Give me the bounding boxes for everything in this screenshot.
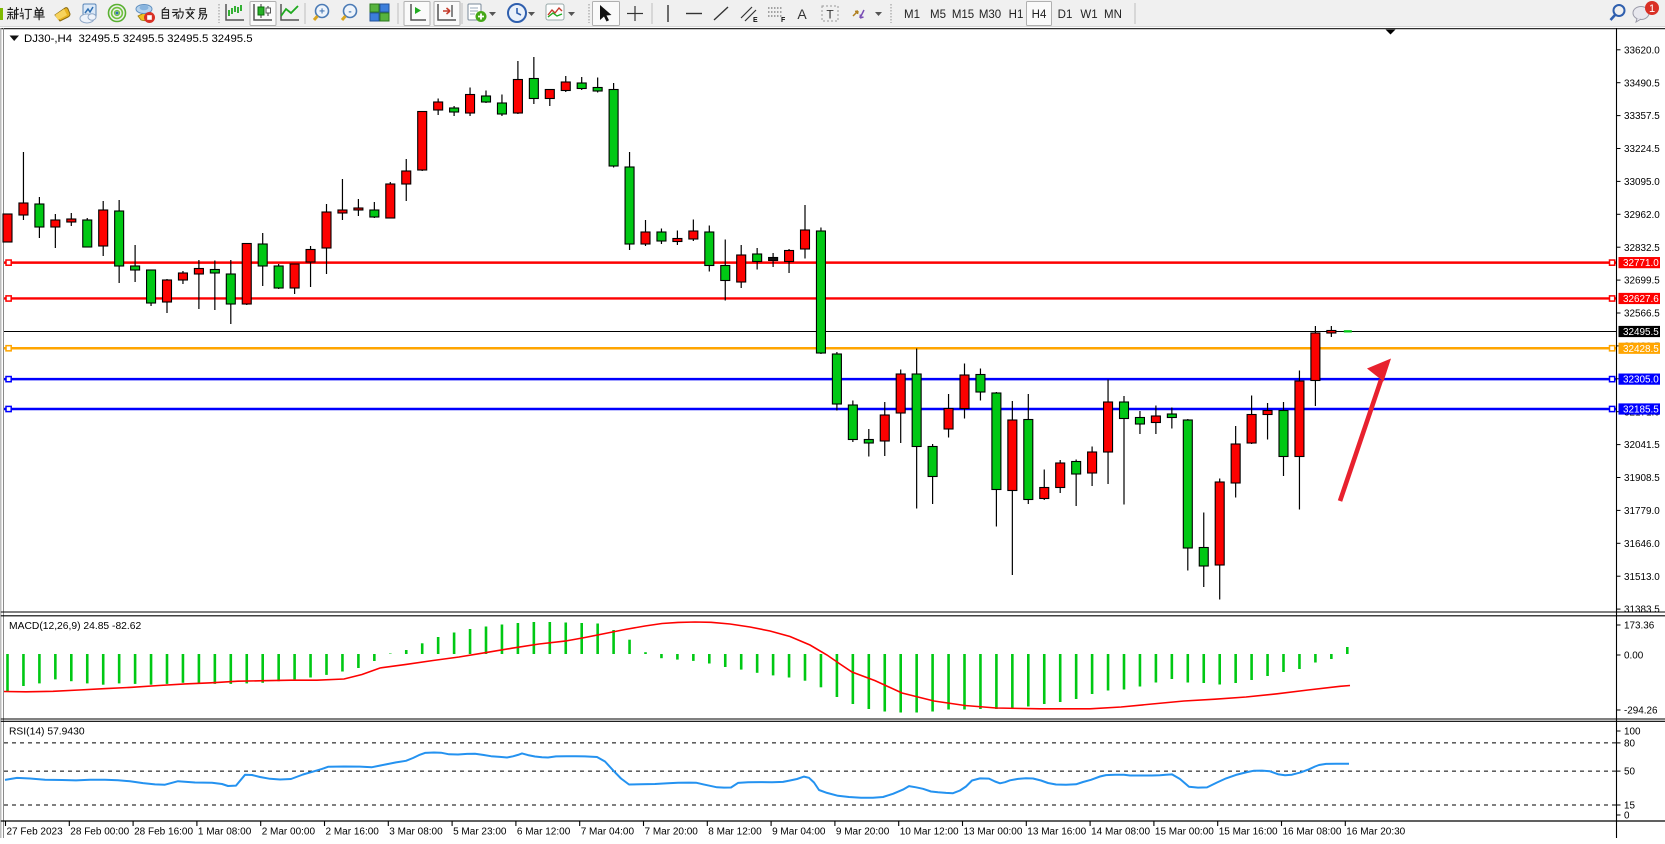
svg-text:7 Mar 20:00: 7 Mar 20:00 xyxy=(645,827,699,838)
svg-text:0: 0 xyxy=(1624,811,1630,822)
svg-text:33357.5: 33357.5 xyxy=(1624,111,1660,122)
svg-text:32305.0: 32305.0 xyxy=(1623,375,1659,386)
svg-text:28 Feb 00:00: 28 Feb 00:00 xyxy=(70,827,129,838)
svg-text:100: 100 xyxy=(1624,727,1641,738)
svg-text:9 Mar 20:00: 9 Mar 20:00 xyxy=(836,827,890,838)
svg-text:50: 50 xyxy=(1624,767,1635,778)
svg-text:10 Mar 12:00: 10 Mar 12:00 xyxy=(900,827,959,838)
svg-text:32566.5: 32566.5 xyxy=(1624,309,1660,320)
svg-text:33620.0: 33620.0 xyxy=(1624,45,1660,56)
svg-text:M5: M5 xyxy=(930,9,946,21)
svg-text:32495.5: 32495.5 xyxy=(1623,327,1659,338)
svg-text:32428.5: 32428.5 xyxy=(1623,344,1659,355)
svg-text:6 Mar 12:00: 6 Mar 12:00 xyxy=(517,827,571,838)
svg-text:A: A xyxy=(797,6,807,22)
svg-text:0.00: 0.00 xyxy=(1624,651,1644,662)
svg-text:9 Mar 04:00: 9 Mar 04:00 xyxy=(772,827,826,838)
svg-text:M30: M30 xyxy=(979,9,1001,21)
svg-text:2 Mar 00:00: 2 Mar 00:00 xyxy=(262,827,316,838)
svg-text:+: + xyxy=(319,7,325,18)
svg-text:13 Mar 16:00: 13 Mar 16:00 xyxy=(1027,827,1086,838)
svg-text:27 Feb 2023: 27 Feb 2023 xyxy=(7,827,64,838)
svg-text:173.36: 173.36 xyxy=(1624,621,1655,632)
svg-text:16 Mar 20:30: 16 Mar 20:30 xyxy=(1346,827,1405,838)
svg-text:RSI(14) 57.9430: RSI(14) 57.9430 xyxy=(9,727,85,738)
svg-text:DJ30-,H4 32495.5 32495.5 3249: DJ30-,H4 32495.5 32495.5 32495.5 32495.5 xyxy=(24,33,253,45)
svg-text:M1: M1 xyxy=(904,9,920,21)
svg-text:-: - xyxy=(348,7,351,18)
svg-text:MN: MN xyxy=(1104,9,1122,21)
svg-text:E: E xyxy=(753,17,758,24)
svg-text:15 Mar 00:00: 15 Mar 00:00 xyxy=(1155,827,1214,838)
svg-text:33224.5: 33224.5 xyxy=(1624,144,1660,155)
svg-text:F: F xyxy=(781,17,786,24)
svg-text:32627.6: 32627.6 xyxy=(1623,294,1659,305)
svg-text:W1: W1 xyxy=(1080,9,1097,21)
svg-text:T: T xyxy=(826,8,834,22)
svg-text:32832.5: 32832.5 xyxy=(1624,243,1660,254)
svg-text:7 Mar 04:00: 7 Mar 04:00 xyxy=(581,827,635,838)
svg-text:33095.0: 33095.0 xyxy=(1624,177,1660,188)
svg-text:14 Mar 08:00: 14 Mar 08:00 xyxy=(1091,827,1150,838)
svg-text:32185.5: 32185.5 xyxy=(1623,405,1659,416)
svg-text:5 Mar 23:00: 5 Mar 23:00 xyxy=(453,827,507,838)
svg-text:D1: D1 xyxy=(1058,9,1073,21)
svg-text:31646.0: 31646.0 xyxy=(1624,539,1660,550)
svg-text:1: 1 xyxy=(1649,3,1655,15)
svg-text:33490.5: 33490.5 xyxy=(1624,78,1660,89)
svg-text:M15: M15 xyxy=(952,9,974,21)
svg-text:H1: H1 xyxy=(1009,9,1024,21)
svg-text:32041.5: 32041.5 xyxy=(1624,440,1660,451)
svg-text:80: 80 xyxy=(1624,739,1635,750)
svg-text:-294.26: -294.26 xyxy=(1624,706,1658,717)
svg-text:15 Mar 16:00: 15 Mar 16:00 xyxy=(1219,827,1278,838)
svg-text:MACD(12,26,9) 24.85 -82.62: MACD(12,26,9) 24.85 -82.62 xyxy=(9,621,141,632)
svg-text:31513.0: 31513.0 xyxy=(1624,572,1660,583)
svg-text:31908.5: 31908.5 xyxy=(1624,473,1660,484)
svg-text:28 Feb 16:00: 28 Feb 16:00 xyxy=(134,827,193,838)
svg-text:16 Mar 08:00: 16 Mar 08:00 xyxy=(1283,827,1342,838)
svg-text:3 Mar 08:00: 3 Mar 08:00 xyxy=(389,827,443,838)
svg-text:15: 15 xyxy=(1624,801,1635,812)
svg-text:2 Mar 16:00: 2 Mar 16:00 xyxy=(326,827,380,838)
svg-text:31779.0: 31779.0 xyxy=(1624,506,1660,517)
svg-text:32962.0: 32962.0 xyxy=(1624,210,1660,221)
svg-text:1 Mar 08:00: 1 Mar 08:00 xyxy=(198,827,252,838)
svg-text:H4: H4 xyxy=(1032,9,1047,21)
svg-text:32699.5: 32699.5 xyxy=(1624,276,1660,287)
svg-text:32771.0: 32771.0 xyxy=(1623,258,1659,269)
svg-text:8 Mar 12:00: 8 Mar 12:00 xyxy=(708,827,762,838)
svg-text:31383.5: 31383.5 xyxy=(1624,605,1660,616)
svg-text:13 Mar 00:00: 13 Mar 00:00 xyxy=(964,827,1023,838)
